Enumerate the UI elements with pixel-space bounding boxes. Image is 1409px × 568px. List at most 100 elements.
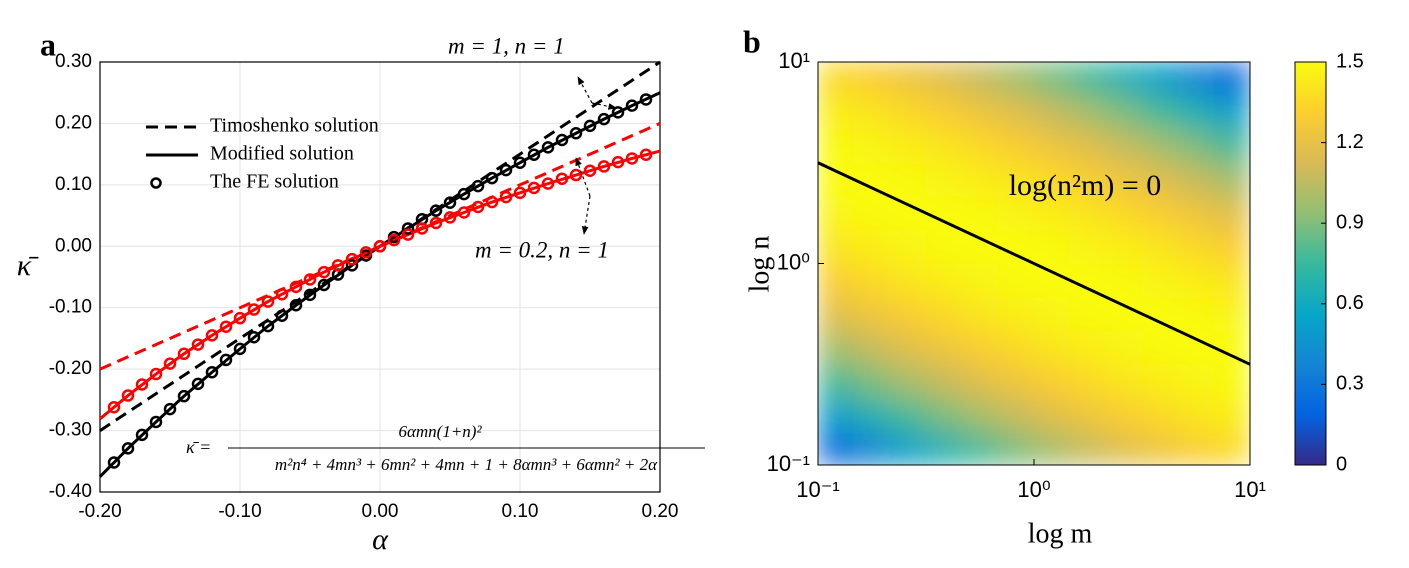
heatmap-cell	[1033, 397, 1071, 432]
fe-point	[555, 133, 569, 147]
fe-point	[401, 222, 415, 235]
y-tick-label: 0.30	[55, 51, 92, 72]
heatmap-cell	[1069, 363, 1107, 399]
heatmap-cell	[1105, 195, 1143, 231]
heatmap-cell	[818, 162, 855, 197]
heatmap-cell	[925, 363, 963, 399]
heatmap-cell	[1141, 195, 1179, 231]
fe-point	[233, 342, 247, 356]
annotation: log(n²m) = 0	[1009, 169, 1162, 202]
colorbar-tick-label: 1.5	[1336, 50, 1364, 72]
heatmap-cell	[818, 95, 855, 130]
y-tick-label: 0.20	[55, 112, 92, 133]
heatmap-cell	[1177, 363, 1215, 399]
y-tick-label: 10⁰	[777, 249, 810, 274]
fe-point	[149, 415, 163, 429]
fe-point	[513, 156, 527, 169]
colorbar-tick-label: 0	[1336, 453, 1347, 475]
heatmap-cell	[1105, 263, 1143, 298]
formula-numerator: 6αmn(1+n)²	[398, 422, 482, 441]
heatmap-cell	[1033, 128, 1071, 164]
fe-point	[149, 367, 163, 381]
heatmap-cell	[925, 296, 963, 332]
x-tick-label: -0.20	[78, 501, 121, 522]
heatmap-cell	[997, 229, 1035, 264]
y-axis-label: κ̄	[17, 249, 39, 282]
heatmap-cell	[997, 397, 1035, 432]
fe-point	[639, 148, 653, 162]
fe-point	[555, 172, 569, 185]
y-tick-label: -0.40	[49, 481, 92, 502]
colorbar-tick-label: 1.2	[1336, 131, 1364, 153]
annotation-arrow	[575, 157, 591, 197]
fe-point	[205, 365, 219, 379]
fe-point	[583, 119, 597, 133]
heatmap-cell	[1069, 95, 1107, 130]
heatmap-cell	[889, 363, 927, 399]
fe-point	[401, 228, 415, 241]
heatmap-cell	[961, 363, 999, 399]
fe-point	[457, 187, 471, 201]
heatmap-cell	[997, 128, 1035, 164]
heatmap-cell	[1213, 363, 1250, 399]
heatmap-cell	[925, 62, 963, 97]
heatmap-clip	[818, 62, 1250, 465]
heatmap-cell	[853, 95, 891, 130]
heatmap-cell	[1105, 296, 1143, 332]
formula-lhs: κ̄ =	[186, 437, 211, 457]
heatmap-cell	[853, 430, 891, 465]
fe-point	[275, 287, 289, 301]
heatmap-cell	[1069, 330, 1107, 365]
timoshenko-line	[99, 60, 661, 432]
fe-point	[191, 338, 205, 351]
fe-point	[121, 389, 135, 402]
heatmap-cell	[997, 62, 1035, 97]
fe-point	[219, 320, 233, 334]
heatmap-cell	[961, 330, 999, 365]
heatmap-cell	[1177, 263, 1215, 298]
heatmap-cell	[925, 397, 963, 432]
fe-point	[471, 200, 485, 214]
heatmap-cell	[997, 95, 1035, 130]
heatmap-cell	[1213, 95, 1250, 130]
y-tick-label: 0.00	[55, 235, 92, 256]
heatmap-cell	[925, 95, 963, 130]
heatmap-cell	[889, 195, 927, 231]
heatmap-cell	[997, 330, 1035, 365]
fe-point	[205, 329, 219, 342]
heatmap-cell	[853, 195, 891, 231]
y-tick-label: -0.30	[49, 420, 92, 441]
fe-point	[359, 246, 373, 259]
heatmap-cell	[1213, 296, 1250, 332]
fe-point	[317, 265, 331, 279]
heatmap-cell	[1105, 363, 1143, 399]
heatmap-cell	[889, 330, 927, 365]
fe-point	[443, 211, 457, 224]
fe-point	[429, 204, 443, 217]
heatmap-cell	[889, 229, 927, 264]
heatmap-cell	[889, 430, 927, 465]
fe-point	[261, 319, 275, 333]
x-axis-label: log m	[1028, 518, 1093, 549]
heatmap-cell	[1213, 195, 1250, 231]
heatmap-cell	[889, 128, 927, 164]
formula-denominator: m²n⁴ + 4mn³ + 6mn² + 4mn + 1 + 8αmn³ + 6…	[275, 455, 658, 474]
heatmap-cell	[1069, 62, 1107, 97]
heatmap-cell	[1069, 397, 1107, 432]
fe-point	[135, 378, 149, 391]
fe-point	[569, 127, 583, 140]
heatmap-cell	[1141, 397, 1179, 432]
heatmap-cell	[1177, 62, 1215, 97]
heatmap-cell	[961, 128, 999, 164]
annotation-arrow	[591, 102, 617, 110]
y-tick-label: -0.20	[49, 358, 92, 379]
heatmap-cell	[1033, 62, 1071, 97]
heatmap-cell	[1069, 296, 1107, 332]
heatmap	[818, 62, 1250, 465]
fe-point	[499, 163, 513, 177]
heatmap-cell	[1177, 229, 1215, 264]
heatmap-cell	[1177, 330, 1215, 365]
fe-point	[191, 377, 205, 391]
y-tick-label: 10⁻¹	[767, 451, 810, 476]
legend-label: The FE solution	[210, 171, 339, 193]
